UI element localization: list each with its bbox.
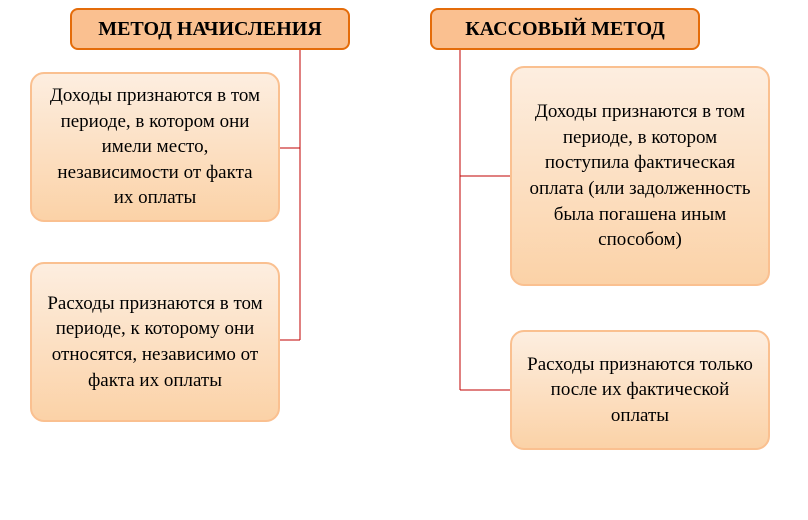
- header-label: КАССОВЫЙ МЕТОД: [465, 18, 665, 41]
- box-text: Доходы признаются в том периоде, в котор…: [526, 99, 754, 253]
- method-description-box: Расходы признаются в том периоде, к кото…: [30, 262, 280, 422]
- method-description-box: Расходы признаются только после их факти…: [510, 330, 770, 450]
- method-description-box: Доходы признаются в том периоде, в котор…: [30, 72, 280, 222]
- method-description-box: Доходы признаются в том периоде, в котор…: [510, 66, 770, 286]
- header-cash-method: КАССОВЫЙ МЕТОД: [430, 8, 700, 50]
- box-text: Доходы признаются в том периоде, в котор…: [46, 83, 264, 211]
- header-label: МЕТОД НАЧИСЛЕНИЯ: [98, 18, 322, 41]
- box-text: Расходы признаются в том периоде, к кото…: [46, 291, 264, 394]
- header-accrual-method: МЕТОД НАЧИСЛЕНИЯ: [70, 8, 350, 50]
- box-text: Расходы признаются только после их факти…: [526, 352, 754, 429]
